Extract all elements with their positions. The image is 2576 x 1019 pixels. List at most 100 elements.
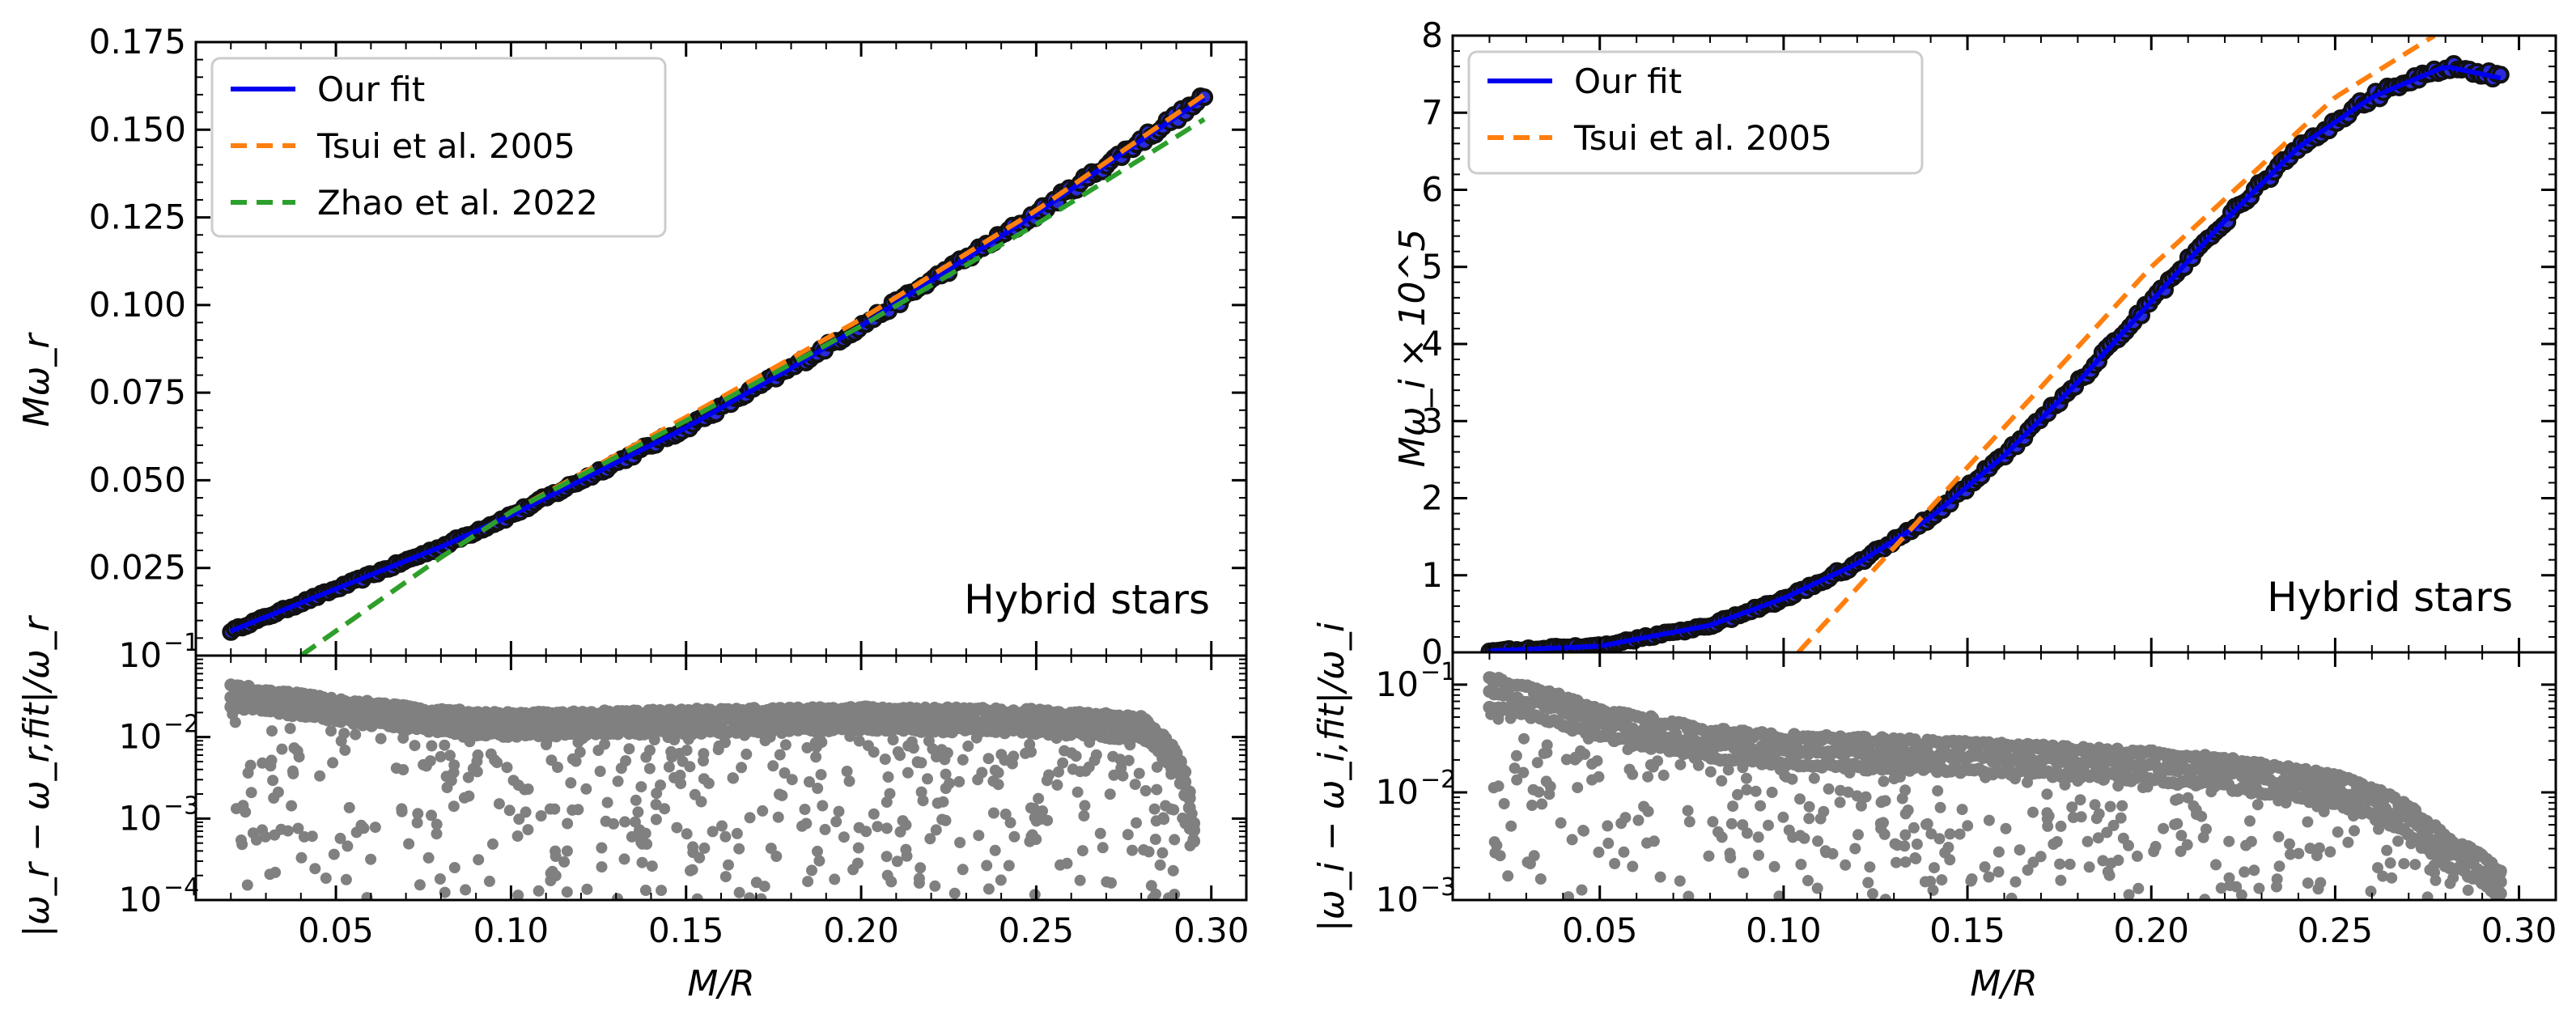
residual-point [439, 886, 451, 898]
residual-point [1187, 823, 1201, 837]
y-tick-label: 10 [119, 717, 162, 757]
residual-point [440, 771, 452, 783]
residual-point [686, 864, 698, 876]
residual-point [1842, 786, 1854, 798]
residual-point [1108, 769, 1120, 781]
residual-point [1517, 766, 1530, 779]
residual-point [2054, 858, 2066, 870]
right-top-panel: 0 1 2 3 4 5 6 7 8 Mω_i × 10^5 Hybrid stars Our f… [1392, 15, 2557, 672]
residual-point [1511, 774, 1523, 786]
residual-point [1167, 864, 1179, 877]
residual-point [987, 807, 999, 819]
left-bottom-frame [194, 654, 1248, 902]
residual-point [757, 805, 769, 817]
residual-point [2421, 891, 2434, 900]
residual-point [655, 779, 666, 792]
residual-point [1148, 803, 1161, 815]
residual-point [1741, 783, 1753, 796]
residual-point [882, 771, 894, 783]
residual-point [1738, 867, 1750, 879]
residual-point [1954, 828, 1966, 840]
residual-point [2014, 844, 2026, 856]
residual-point [2066, 801, 2078, 813]
residual-point [2158, 822, 2170, 834]
residual-point [338, 728, 350, 740]
residual-point [847, 864, 859, 876]
residual-point [2104, 800, 2116, 813]
residual-point [396, 803, 408, 815]
residual-point [448, 759, 460, 771]
residual-point [770, 851, 783, 862]
residual-point [448, 862, 460, 873]
residual-point [1925, 828, 1937, 840]
residual-point [403, 838, 415, 850]
residual-point [513, 813, 525, 826]
residual-point [1811, 882, 1823, 894]
residual-point [650, 799, 662, 810]
y-tick-label: 0.100 [89, 285, 186, 325]
residual-point [562, 817, 574, 830]
series-line-0 [1489, 65, 2502, 652]
residual-point [1899, 840, 1911, 852]
residual-point [1160, 800, 1172, 812]
residual-point [1852, 829, 1864, 841]
residual-point [1707, 816, 1719, 828]
residual-point [1158, 813, 1170, 826]
residual-point [995, 874, 1007, 886]
residual-point [340, 873, 352, 885]
residual-point [2133, 882, 2145, 894]
residual-point [237, 800, 249, 812]
residual-point [2082, 835, 2094, 847]
residual-point [838, 831, 850, 843]
residual-point [2074, 794, 2086, 806]
residual-point [570, 755, 582, 767]
residual-point [948, 887, 961, 899]
residual-point [1510, 749, 1522, 762]
right-xlabel: M/R [1970, 963, 2037, 1004]
residual-point [957, 754, 969, 766]
residual-point [2429, 866, 2441, 878]
residual-point [1609, 858, 1621, 869]
residual-point [830, 816, 842, 828]
residual-point [989, 764, 1001, 776]
residual-point [1526, 800, 1538, 811]
residual-point [1752, 831, 1764, 843]
residual-point [2112, 854, 2124, 866]
residual-point [1090, 749, 1102, 761]
residual-point [2173, 793, 2184, 805]
y-tick-exponent: −3 [1420, 873, 1456, 902]
residual-point [1187, 834, 1201, 848]
y-tick-label: 10 [119, 635, 162, 675]
residual-point [245, 787, 257, 799]
residual-point [1944, 828, 1956, 840]
y-tick-exponent: −1 [1420, 658, 1456, 686]
residual-point [1753, 849, 1764, 861]
residual-point [268, 792, 280, 804]
residual-point [2462, 884, 2474, 896]
residual-point [694, 851, 706, 864]
residual-point [1127, 844, 1138, 856]
residual-point [2022, 864, 2034, 876]
residual-point [1674, 758, 1687, 771]
residual-point [1932, 785, 1944, 797]
residual-point [520, 806, 532, 818]
residual-point [1033, 792, 1045, 805]
residual-point [501, 762, 513, 774]
residual-point [733, 843, 745, 855]
residual-point [1741, 772, 1752, 784]
residual-point [276, 743, 288, 755]
residual-point [1527, 783, 1539, 796]
residual-point [2181, 839, 2193, 851]
residual-point [812, 845, 823, 857]
residual-point [1169, 889, 1181, 900]
residual-point [1505, 820, 1517, 832]
residual-point [2199, 894, 2211, 900]
residual-point [897, 815, 909, 827]
residual-point [1866, 888, 1878, 900]
residual-point [635, 781, 647, 793]
residual-point [1879, 894, 1891, 900]
residual-point [1178, 765, 1192, 779]
residual-point [1006, 758, 1018, 770]
residual-point [646, 860, 658, 873]
residual-point [1725, 817, 1738, 830]
